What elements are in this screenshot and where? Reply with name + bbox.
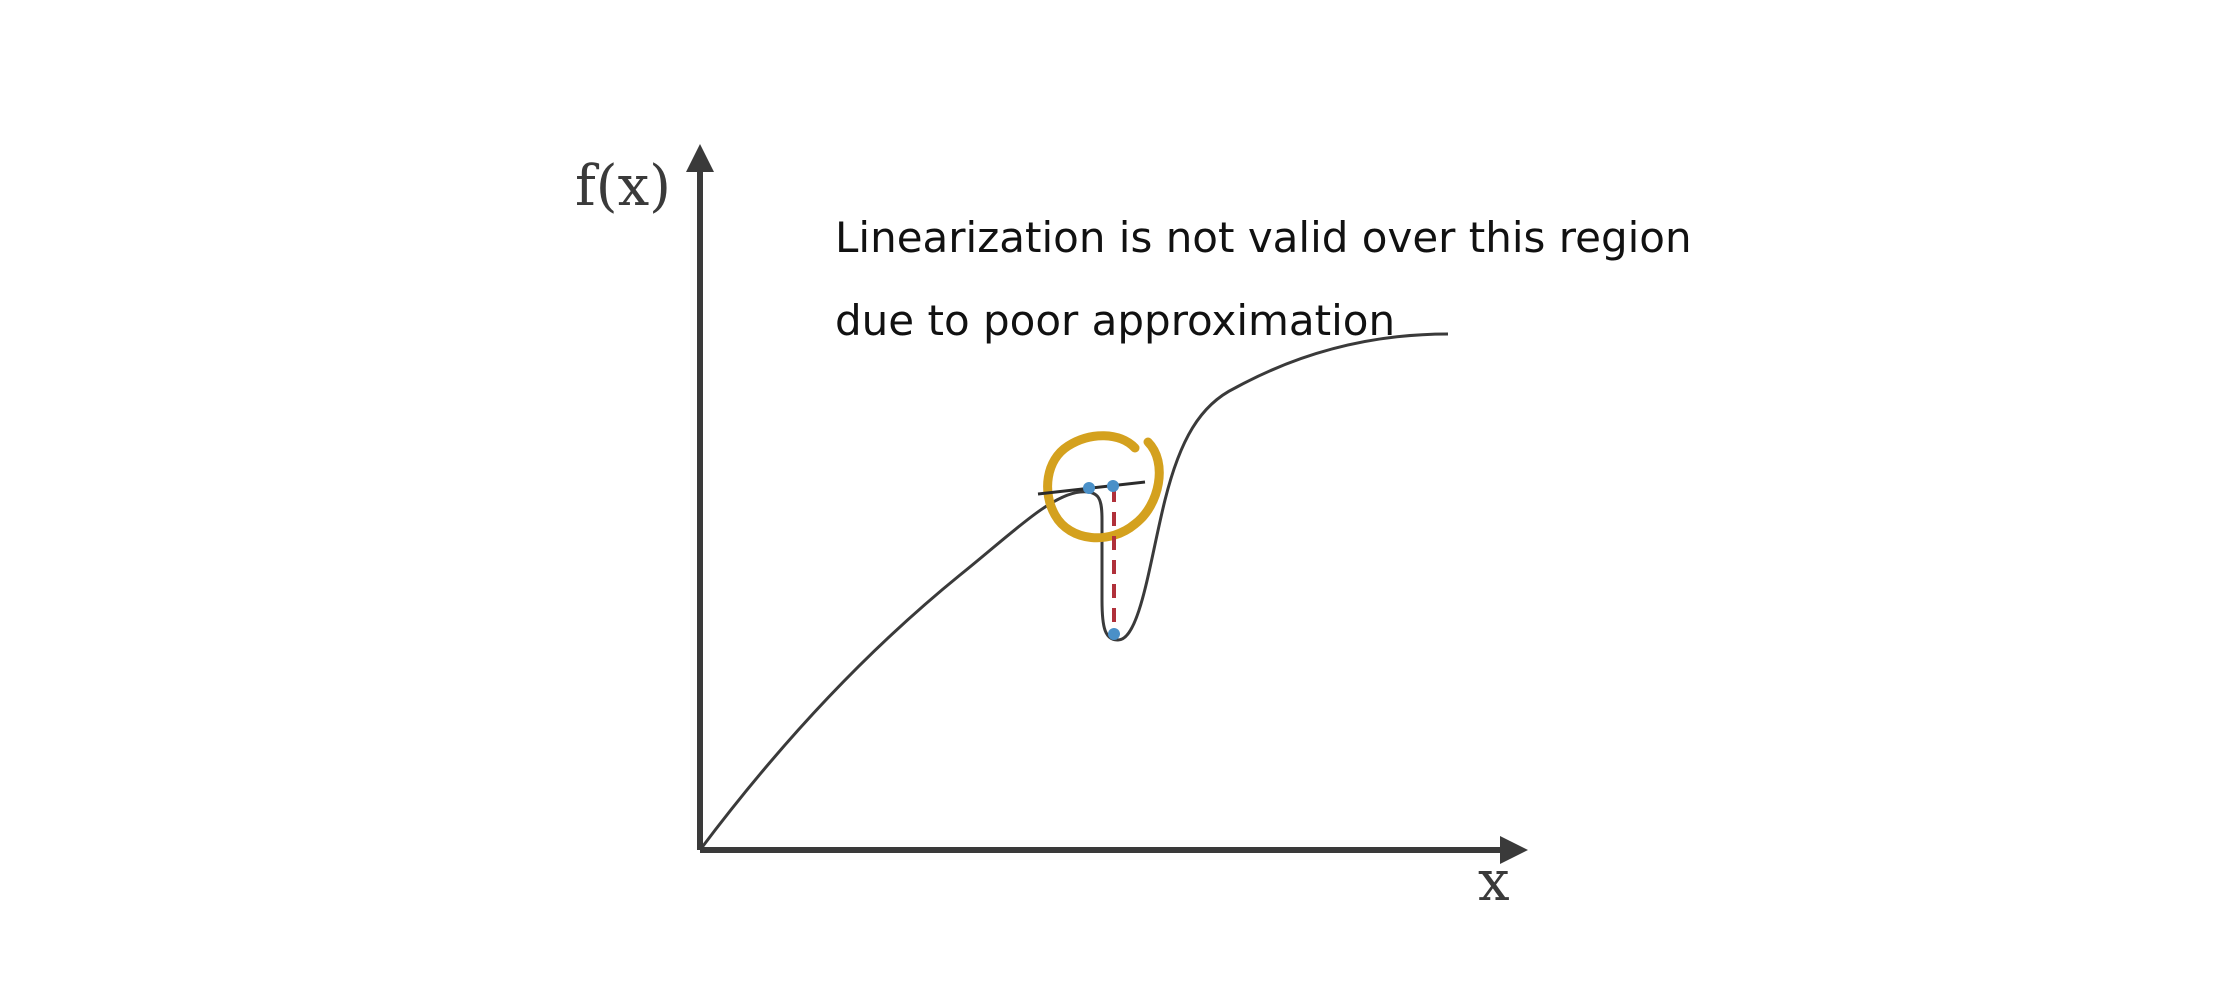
- x-axis-arrowhead: [1500, 836, 1528, 864]
- highlight-circle: [1043, 431, 1164, 543]
- annotation-line-2: due to poor approximation: [835, 296, 1395, 345]
- y-axis-arrowhead: [686, 144, 714, 172]
- function-curve: [698, 332, 1449, 851]
- approximation-point: [1107, 480, 1119, 492]
- actual-value-point: [1108, 628, 1120, 640]
- y-axis-label: f(x): [575, 154, 671, 219]
- annotation-line-1: Linearization is not valid over this reg…: [835, 213, 1692, 262]
- linearization-point: [1083, 482, 1095, 494]
- x-axis-label: x: [1478, 849, 1510, 914]
